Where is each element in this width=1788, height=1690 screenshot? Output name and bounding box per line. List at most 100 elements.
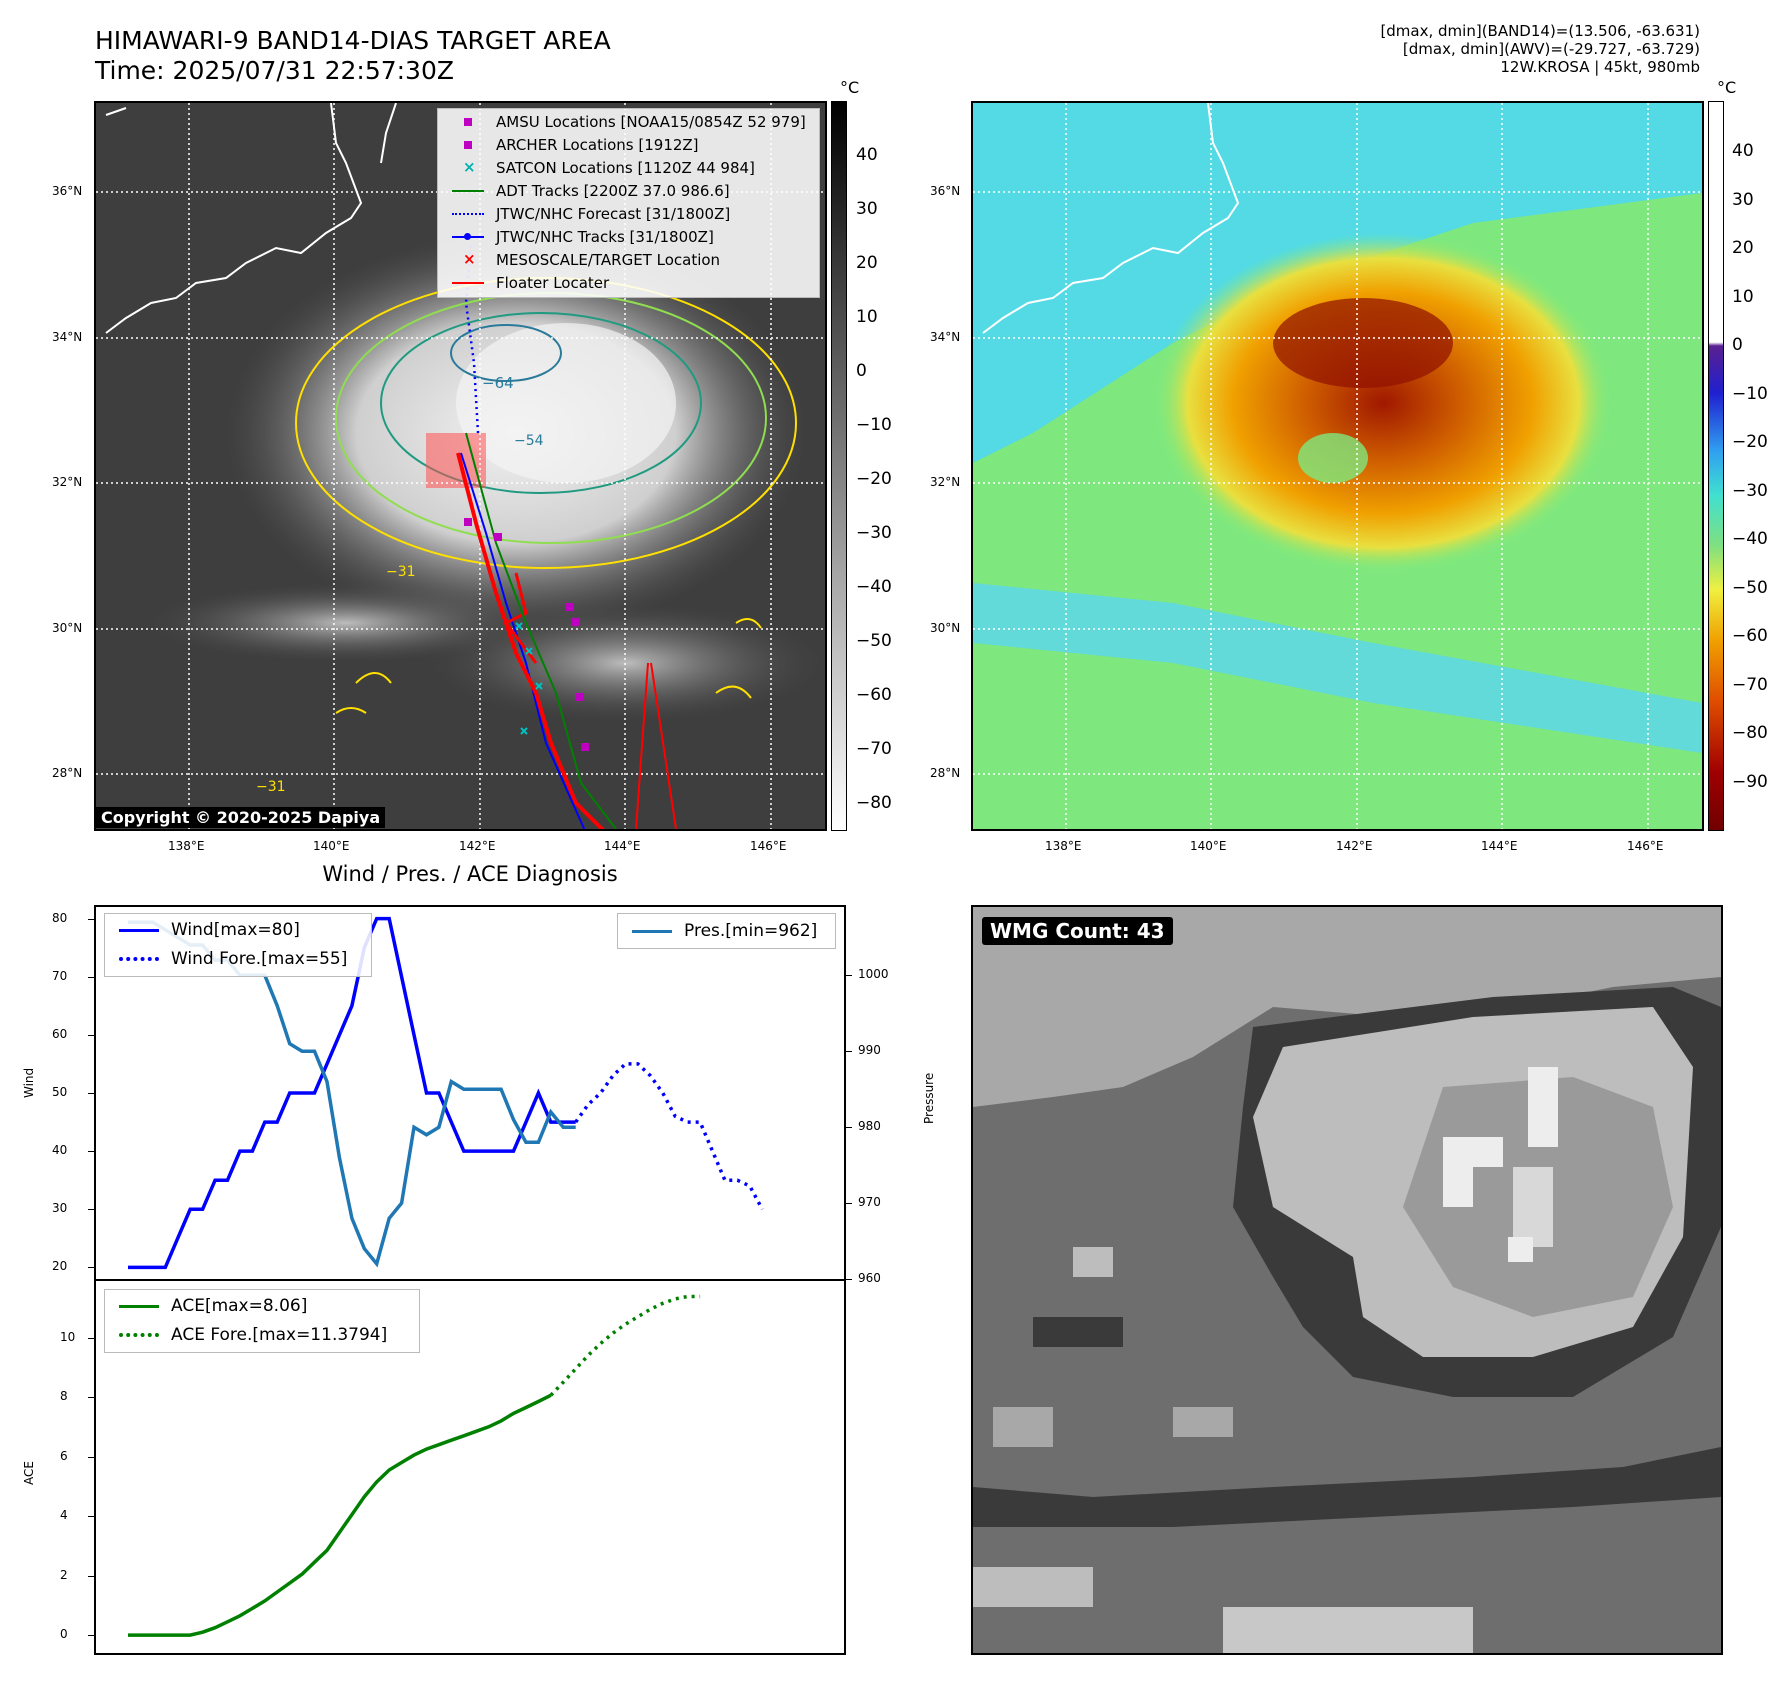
- wmg-cell: [1513, 1167, 1553, 1247]
- lat-label: 36°N: [52, 184, 83, 198]
- lat-label: 28°N: [930, 766, 961, 780]
- axis-tick-mark: [88, 1151, 94, 1153]
- wmg-cell: [1443, 1157, 1473, 1207]
- lon-label: 140°E: [313, 839, 350, 853]
- ace-panel: [94, 1279, 846, 1655]
- ir-legend: AMSU Locations [NOAA15/0854Z 52 979] ARC…: [437, 108, 820, 298]
- legend-item: ACE[max=8.06]: [117, 1296, 307, 1316]
- axis-tick-label: 20: [52, 1259, 68, 1274]
- coastline: [380, 103, 397, 164]
- colorbar-tick-label: 30: [856, 199, 878, 219]
- axis-tick-mark: [846, 975, 852, 977]
- awv-map-svg: [973, 103, 1702, 829]
- square-marker-icon: [450, 135, 486, 155]
- lon-label: 144°E: [1481, 839, 1518, 853]
- info-line-2: [dmax, dmin](AWV)=(-29.727, -63.729): [1402, 40, 1700, 58]
- axis-tick-label: 60: [52, 1026, 68, 1041]
- axis-tick-label: 50: [52, 1085, 68, 1099]
- colorbar-tick-label: −60: [856, 685, 892, 705]
- contour-label: −64: [482, 374, 514, 392]
- wmg-cell: [1223, 1607, 1473, 1653]
- coastline: [982, 103, 1240, 334]
- colorbar-tick-label: 10: [1732, 286, 1754, 307]
- x-marker-icon: ×: [463, 250, 476, 268]
- lon-label: 138°E: [168, 839, 205, 853]
- mesoscale-target-box: [426, 433, 486, 488]
- legend-item: JTWC/NHC Forecast [31/1800Z]: [450, 204, 730, 224]
- axis-tick-label: 2: [60, 1567, 68, 1582]
- axis-tick-mark: [88, 1397, 94, 1399]
- axis-tick-mark: [846, 1051, 852, 1053]
- jtwc-track: [460, 452, 586, 829]
- colorbar-tick-label: −10: [856, 415, 892, 435]
- dry-air-band: [973, 583, 1702, 753]
- contour-teal: [380, 312, 702, 494]
- axis-tick-label: 10: [60, 1329, 76, 1344]
- pressure-axis-label: Pressure: [922, 1072, 936, 1124]
- wmg-cell: [1173, 1407, 1233, 1437]
- colorbar-tick-label: 0: [1732, 335, 1743, 355]
- wmg-cell: [1073, 1247, 1113, 1277]
- lat-label: 28°N: [52, 766, 83, 780]
- wmg-svg: [973, 907, 1721, 1653]
- colorbar-unit: °C: [840, 78, 860, 97]
- wmg-panel: [971, 905, 1723, 1655]
- axis-tick-mark: [88, 1575, 94, 1577]
- legend-item: Pres.[min=962]: [630, 921, 817, 941]
- storm-core: [1273, 298, 1453, 388]
- legend-label: JTWC/NHC Tracks [31/1800Z]: [496, 228, 714, 246]
- awv-gridlines: [973, 103, 1702, 829]
- dotted-line-icon: [450, 204, 486, 224]
- contour-yellow-small: [335, 618, 762, 714]
- contour-label: −54: [514, 433, 544, 449]
- lon-label: 146°E: [750, 839, 787, 853]
- lat-label: 30°N: [52, 621, 83, 635]
- line-marker-icon: [450, 273, 486, 293]
- legend-item: ACE Fore.[max=11.3794]: [117, 1325, 387, 1345]
- dotted-line-icon: [117, 949, 161, 969]
- wmg-region: [973, 907, 1721, 1107]
- info-line-1: [dmax, dmin](BAND14)=(13.506, -63.631): [1380, 22, 1700, 40]
- line-marker-icon: [450, 181, 486, 201]
- legend-label: ACE Fore.[max=11.3794]: [171, 1325, 388, 1345]
- colorbar-tick-label: −60: [1732, 626, 1768, 646]
- axis-tick-label: 970: [858, 1195, 881, 1210]
- colorbar-tick-label: 0: [856, 361, 867, 381]
- legend-item: Wind Fore.[max=55]: [117, 949, 347, 969]
- line-marker-icon: [117, 1296, 161, 1316]
- axis-tick-mark: [88, 1337, 94, 1339]
- legend-item: Wind[max=80]: [117, 920, 300, 940]
- axis-tick-mark: [88, 1456, 94, 1458]
- colorbar-tick-label: −80: [1732, 723, 1768, 743]
- x-marker-icon: ×: [463, 158, 476, 176]
- legend-item: × MESOSCALE/TARGET Location: [450, 250, 720, 270]
- colorbar-tick-label: 40: [1732, 141, 1754, 161]
- wmg-cell: [1528, 1067, 1558, 1147]
- wind-axis-label: Wind: [22, 1067, 36, 1098]
- awv-colorbar: [1708, 101, 1724, 831]
- axis-tick-label: 40: [52, 1143, 68, 1158]
- axis-tick-label: 990: [858, 1043, 881, 1058]
- wmg-count-badge: WMG Count: 43: [982, 917, 1173, 945]
- info-block: [dmax, dmin](BAND14)=(13.506, -63.631) […: [1380, 22, 1700, 76]
- axis-tick-mark: [88, 1267, 94, 1269]
- legend-label: ARCHER Locations [1912Z]: [496, 136, 699, 154]
- ace-axis-label: ACE: [22, 1461, 36, 1485]
- colorbar-tick-label: −50: [856, 631, 892, 651]
- wmg-cell: [973, 1567, 1093, 1607]
- ace-legend: ACE[max=8.06] ACE Fore.[max=11.3794]: [104, 1289, 420, 1353]
- chart-title: Wind / Pres. / ACE Diagnosis: [322, 862, 618, 886]
- wmg-cell: [1508, 1237, 1533, 1262]
- awv-map-panel: [971, 101, 1704, 831]
- legend-label: Wind[max=80]: [171, 920, 300, 940]
- floater-track: [503, 572, 538, 664]
- legend-label: Floater Locater: [496, 274, 610, 292]
- colorbar-unit: °C: [1717, 78, 1737, 97]
- contour-label: −31: [256, 779, 286, 795]
- axis-tick-mark: [88, 1034, 94, 1036]
- adt-track: [465, 432, 617, 829]
- legend-label: Pres.[min=962]: [684, 921, 818, 941]
- colorbar-tick-label: 30: [1732, 189, 1754, 210]
- storm-moisture: [1153, 233, 1613, 573]
- axis-tick-label: 1000: [858, 967, 889, 982]
